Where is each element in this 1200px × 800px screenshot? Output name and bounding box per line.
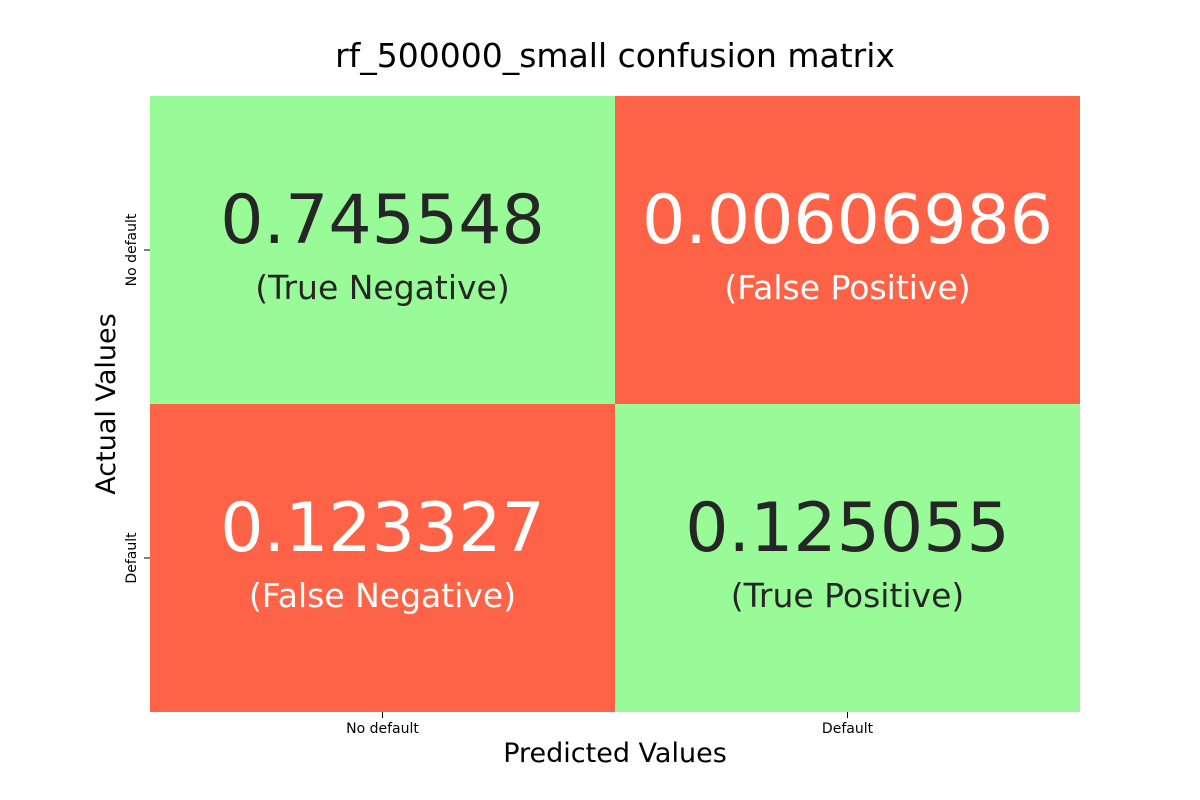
x-axis-label: Predicted Values <box>503 738 727 769</box>
y-axis-tick-label: No default <box>124 213 140 286</box>
cell-value-label: 0.00606986 <box>642 181 1053 260</box>
cell-category-label: (False Positive) <box>724 268 970 307</box>
heatmap-cell <box>615 404 1080 712</box>
heatmap-cell <box>615 96 1080 404</box>
y-axis-label: Actual Values <box>91 313 122 494</box>
cell-value-label: 0.125055 <box>685 489 1009 568</box>
y-axis-tick-label: Default <box>124 532 140 584</box>
x-axis-tick-label: Default <box>822 721 874 737</box>
cell-value-label: 0.123327 <box>220 489 544 568</box>
x-axis-tick-label: No default <box>346 721 419 737</box>
axis-ticks: No default Default No default Default <box>124 213 874 737</box>
heatmap-cell <box>150 96 615 404</box>
cell-category-label: (False Negative) <box>249 576 516 615</box>
heatmap-cells: 0.745548 (True Negative) 0.00606986 (False … <box>150 96 1080 712</box>
chart-title: rf_500000_small confusion matrix <box>335 36 895 75</box>
heatmap-cell <box>150 404 615 712</box>
cell-category-label: (True Negative) <box>255 268 509 307</box>
cell-value-label: 0.745548 <box>220 181 544 260</box>
cell-category-label: (True Positive) <box>731 576 965 615</box>
